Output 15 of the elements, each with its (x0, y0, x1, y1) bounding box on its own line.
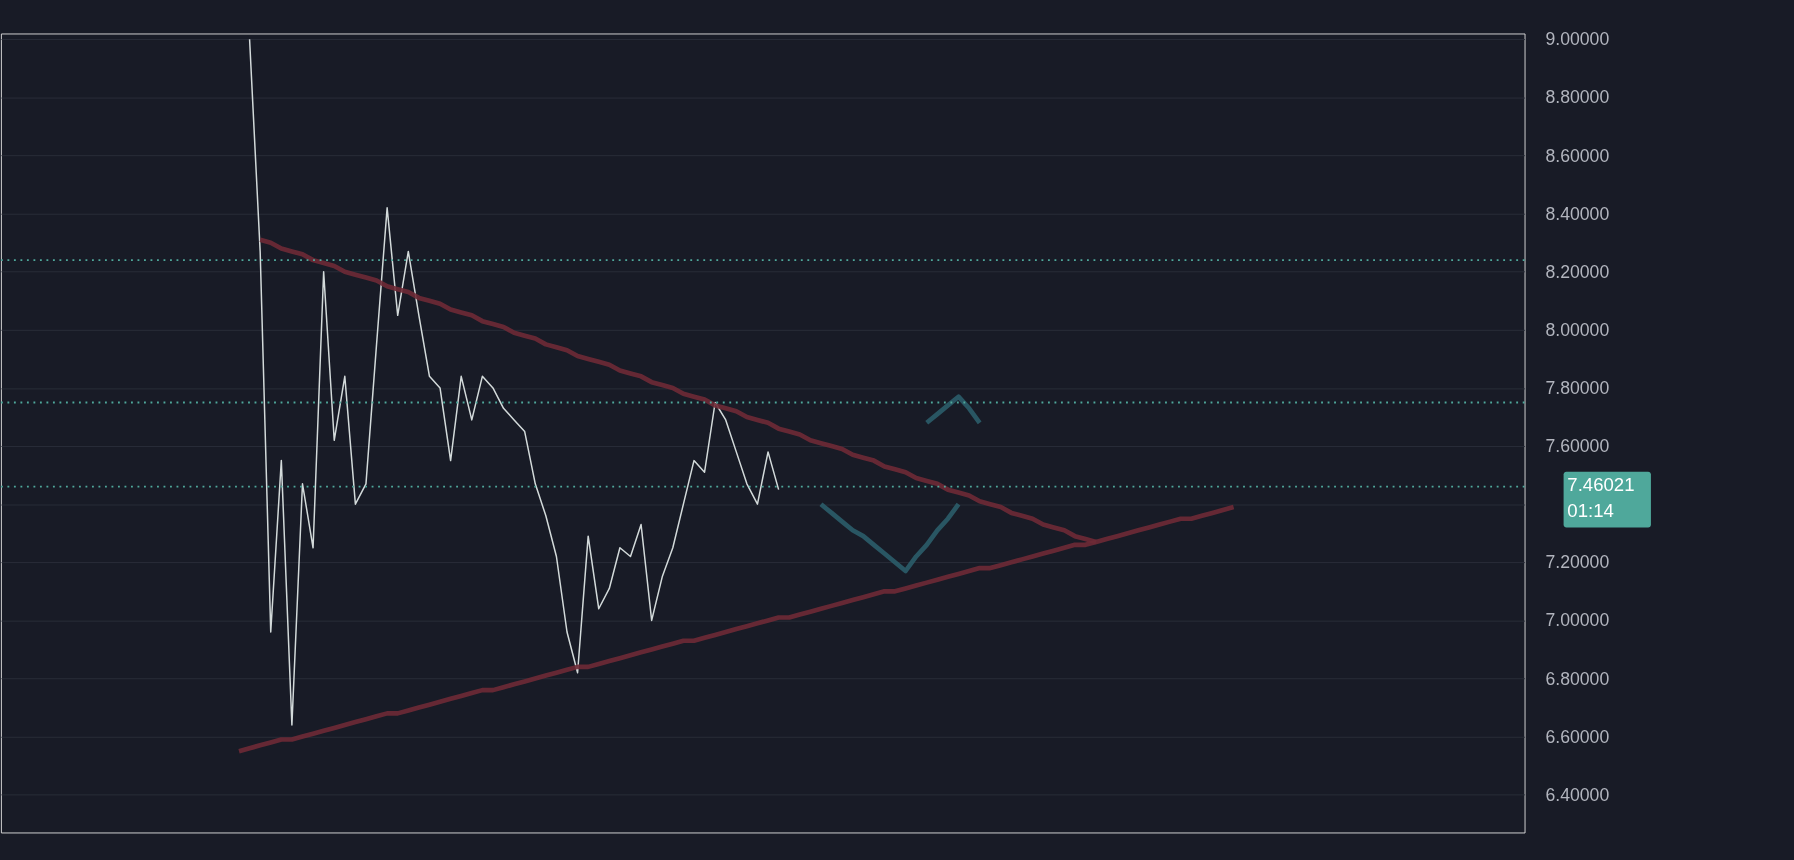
y-tick-label: 8.40000 (1545, 203, 1610, 224)
y-tick-label: 7.00000 (1545, 610, 1610, 631)
y-tick-label: 6.40000 (1545, 784, 1610, 805)
y-tick-label: 8.00000 (1545, 319, 1610, 340)
y-tick-label: 8.60000 (1545, 145, 1610, 166)
y-tick-label: 7.80000 (1545, 378, 1610, 399)
y-tick-label: 8.80000 (1545, 87, 1610, 108)
y-tick-label: 6.80000 (1545, 668, 1610, 689)
y-tick-label: 9.00000 (1545, 29, 1610, 50)
text: 7.46021 (1567, 474, 1635, 496)
y-tick-label: 7.60000 (1545, 436, 1610, 457)
y-tick-label: 6.60000 (1545, 726, 1610, 747)
text: 01:14 (1567, 500, 1614, 522)
y-tick-label: 8.20000 (1545, 261, 1610, 282)
y-tick-label: 7.20000 (1545, 552, 1610, 573)
